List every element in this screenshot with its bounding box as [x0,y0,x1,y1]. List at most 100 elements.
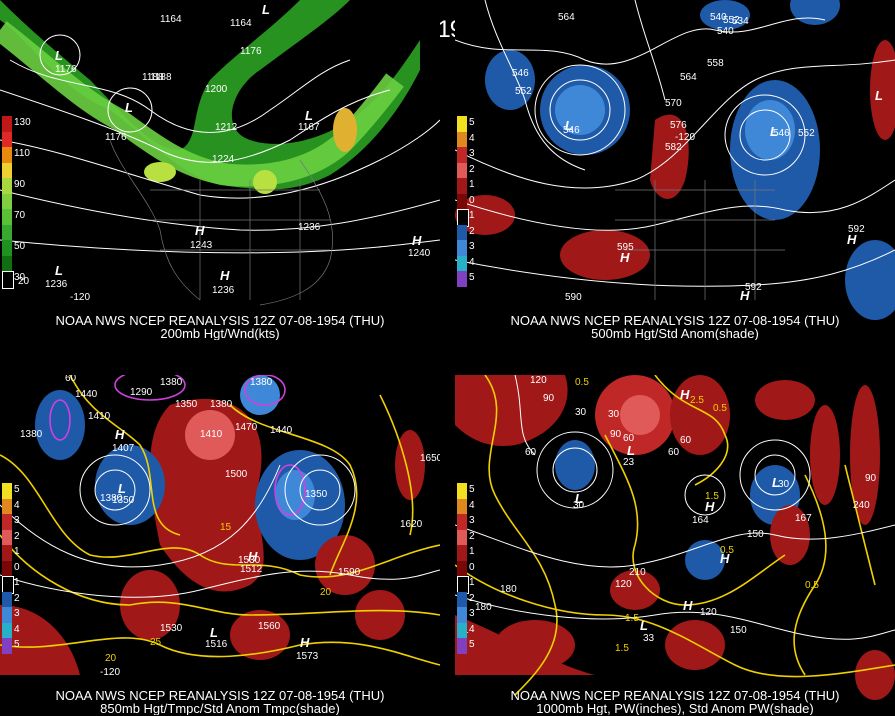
contour-label: 60 [623,433,635,444]
contour-label: 1410 [88,411,111,422]
legend-entry: 1 [457,178,497,194]
legend-entry: 1 [457,576,497,594]
contour-label: 540 [717,26,734,37]
contour-label: 552 [723,15,740,26]
legend-label: 110 [14,148,30,159]
height-contours [455,375,895,640]
contour-label: 576 [670,120,687,131]
legend-swatch [2,498,12,514]
contour-label: 120 [700,607,717,618]
pressure-center-label: L [210,625,218,640]
legend-label: 2 [469,225,475,237]
contour-label: 20 [320,587,332,598]
contour-label: 1512 [240,564,263,575]
anomaly-shading [455,0,895,320]
legend-swatch [2,545,12,561]
legend-label: 2 [469,592,475,604]
legend-entry [2,255,42,271]
contour-label: 1380 [20,429,43,440]
legend-entry: 2 [2,591,42,607]
legend-entry: 4 [457,131,497,147]
contour-label: 570 [665,98,682,109]
pressure-center-label: H [115,427,125,442]
legend-entry: 0 [457,193,497,209]
contour-label: 90 [865,473,877,484]
contour-label: 546 [512,68,529,79]
pressure-center-label: H [847,232,857,247]
legend-label: 1 [469,210,475,221]
contour-label: 1236 [212,285,235,296]
legend-swatch [2,255,12,271]
legend-1000mb: 5 4 3 2 1 0 1 2 3 4 5 [457,483,497,654]
legend-entry: 90 [2,178,42,194]
height-contours [0,454,440,598]
panel-500mb: 564 540 534 540 552 558 546 552 564 570 L 546 L 546 55… [455,0,895,340]
legend-swatch [457,131,467,147]
contour-label: 2.5 [690,395,704,406]
contour-label: 1.5 [615,643,629,654]
pressure-center-label: L [55,48,63,63]
contour-label: 90 [543,393,555,404]
pressure-center-label: L [627,443,635,458]
contour-label: 60 [680,435,692,446]
contour-label: 1650 [420,453,440,464]
legend-entry: 2 [457,224,497,240]
legend-swatch [2,607,12,623]
pressure-center-label: L [875,88,883,103]
legend-entry: 5 [457,483,497,499]
contour-label: 33 [643,633,655,644]
contour-label: 1530 [238,555,261,566]
legend-entry: 4 [457,498,497,514]
legend-entry: 1 [2,576,42,594]
legend-entry: 4 [457,255,497,271]
legend-entry: 3 [457,514,497,530]
legend-swatch [2,514,12,530]
contour-label: 1236 [298,222,321,233]
contour-label: 30 [778,479,790,490]
legend-label: 4 [469,499,475,511]
pressure-center-label: L [55,263,63,278]
legend-label: 3 [14,515,20,526]
legend-swatch [2,560,12,576]
contour-label: 595 [617,242,634,253]
pressure-center-label: L [125,100,133,115]
contour-label: 0.5 [805,580,819,591]
caption-field: 1000mb Hgt, PW(inches), Std Anom PW(shad… [536,701,814,715]
contour-label: 540 [710,12,727,23]
legend-swatch [457,591,467,607]
pw-contours [455,375,895,696]
legend-label: 4 [469,623,475,635]
legend-entry: 4 [457,622,497,638]
legend-label: 4 [469,132,475,144]
legend-entry: 5 [457,116,497,132]
legend-swatch [2,162,12,178]
legend-swatch [457,545,467,561]
legend-swatch [2,483,12,499]
contour-label: 1200 [205,84,228,95]
map-boundaries [109,139,334,306]
anomaly-shading [0,375,425,675]
contour-label: 1350 [112,495,135,506]
legend-swatch [2,224,12,240]
legend-swatch [457,483,467,499]
legend-label: 1 [469,546,475,557]
legend-entry: 2 [2,529,42,545]
pressure-center-label: L [262,2,270,17]
legend-entry [2,224,42,240]
legend-label: 1 [14,546,20,557]
contour-label: 534 [732,16,749,27]
contour-label: 1290 [130,387,153,398]
contour-label: 590 [565,292,582,303]
contour-label: 1560 [258,621,281,632]
contour-label: -120 [100,667,120,678]
contour-label: 167 [795,513,812,524]
legend-swatch [2,209,12,225]
legend-label: 2 [469,530,475,542]
jet-max [333,108,357,152]
legend-label: 3 [14,608,20,619]
legend-swatch [2,131,12,147]
height-contours [455,0,895,287]
map-boundaries [615,180,785,300]
legend-swatch [457,147,467,163]
